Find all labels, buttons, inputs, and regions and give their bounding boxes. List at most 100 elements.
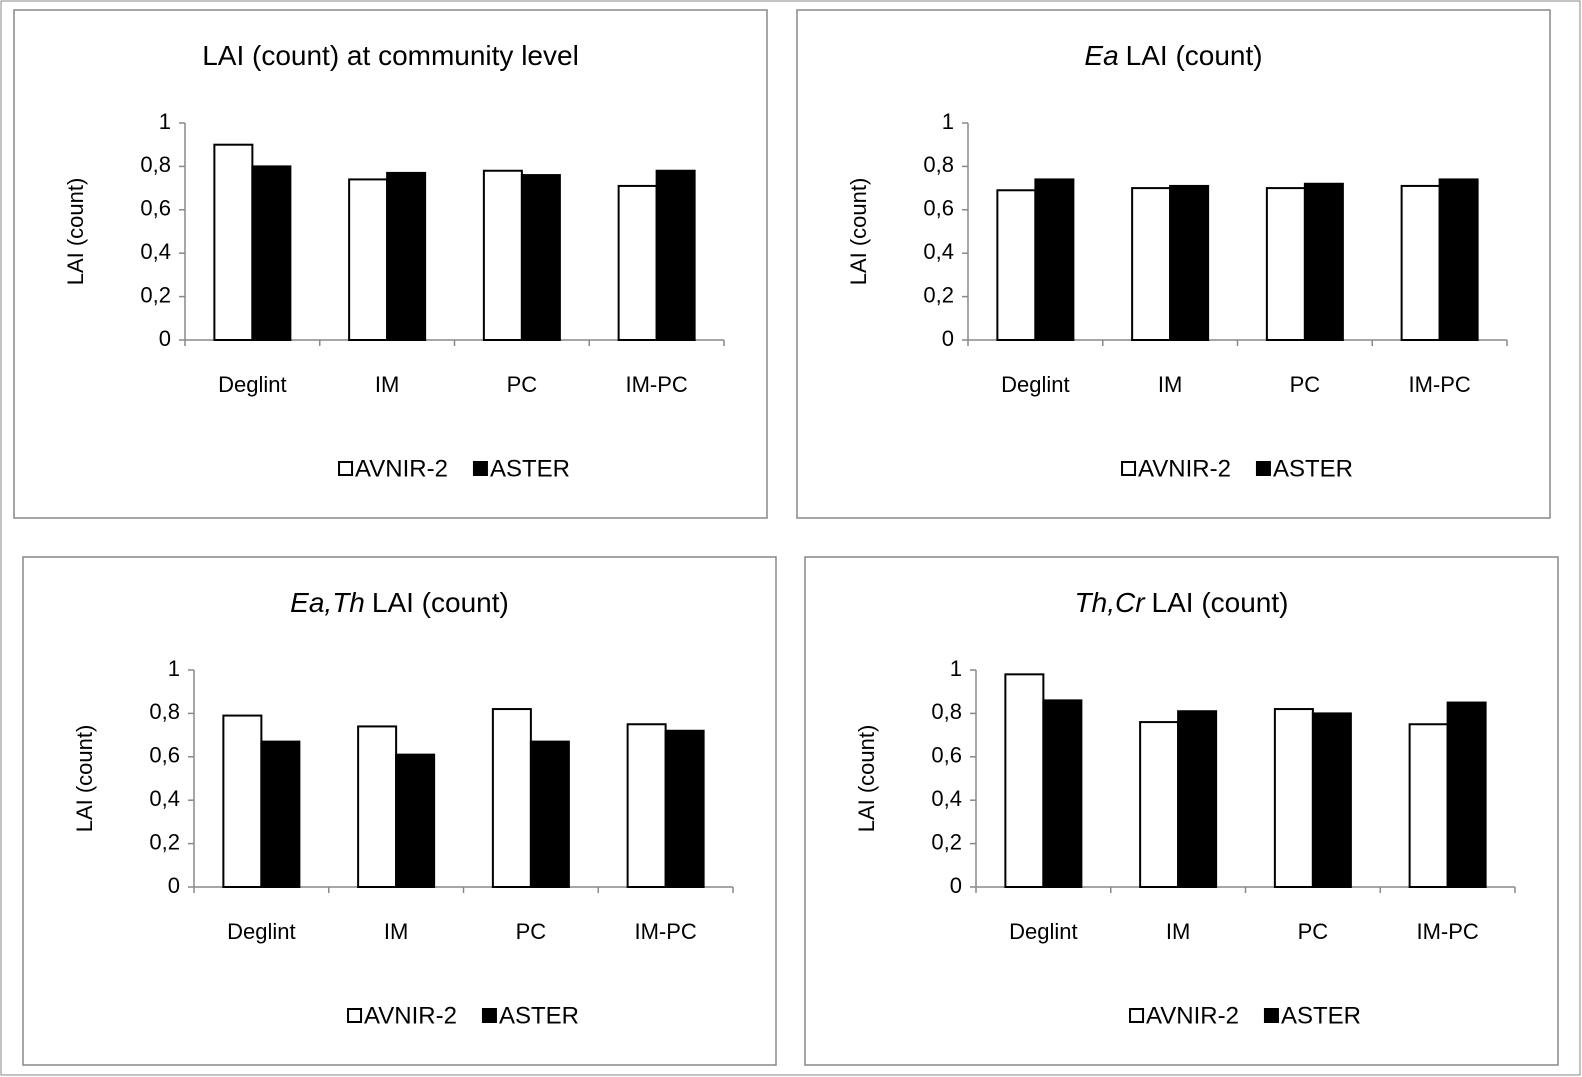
bar xyxy=(260,740,301,888)
y-tick-label: 0,8 xyxy=(931,699,962,724)
legend: AVNIR-2 ASTER xyxy=(1129,1002,1361,1029)
x-tick-label: Deglint xyxy=(218,372,286,397)
chart-title-italic: Th,Cr xyxy=(1075,587,1147,618)
chart-title-italic: Ea xyxy=(1084,40,1118,71)
chart-title-italic: Ea,Th xyxy=(290,587,365,618)
chart-title: Ea,Th LAI (count) xyxy=(290,587,509,618)
y-tick-label: 0,6 xyxy=(923,196,954,221)
x-tick-label: IM-PC xyxy=(1416,919,1478,944)
legend-label: ASTER xyxy=(490,455,570,482)
legend-swatch xyxy=(338,461,354,476)
bar xyxy=(1303,182,1344,341)
bar xyxy=(1034,178,1075,341)
y-tick-label: 0,8 xyxy=(140,152,171,177)
y-tick-label: 1 xyxy=(159,109,171,134)
y-tick-label: 0 xyxy=(942,326,954,351)
legend-label: AVNIR-2 xyxy=(1138,455,1231,482)
bar xyxy=(655,169,696,341)
y-tick-label: 0,8 xyxy=(923,152,954,177)
legend-swatch xyxy=(1129,1008,1145,1023)
bar xyxy=(1042,699,1083,888)
bar xyxy=(1408,723,1449,888)
chart-panel: LAI (count) at community level LAI (count… xyxy=(13,9,768,519)
bar xyxy=(386,171,427,341)
x-tick-label: PC xyxy=(1298,919,1329,944)
y-tick-label: 0,4 xyxy=(931,786,962,811)
bar xyxy=(348,178,389,341)
y-axis-label: LAI (count) xyxy=(846,178,871,286)
bar xyxy=(1004,673,1045,888)
y-axis-label: LAI (count) xyxy=(63,178,88,286)
legend-swatch xyxy=(481,1008,497,1023)
legend-label: AVNIR-2 xyxy=(1146,1002,1239,1029)
chart-title: Th,Cr LAI (count) xyxy=(1075,587,1289,618)
y-tick-label: 0,6 xyxy=(931,743,962,768)
x-tick-label: IM xyxy=(1158,372,1182,397)
bar xyxy=(222,714,263,888)
y-tick-label: 0,8 xyxy=(149,699,180,724)
chart-title-text: LAI (count) xyxy=(1152,587,1289,618)
legend: AVNIR-2 ASTER xyxy=(347,1002,579,1029)
bar xyxy=(617,184,658,341)
x-tick-label: IM-PC xyxy=(625,372,687,397)
y-tick-label: 0,4 xyxy=(140,239,171,264)
x-tick-label: IM xyxy=(1166,919,1190,944)
bar xyxy=(1265,187,1306,341)
chart-panel: Ea,Th LAI (count)LAI (count)00,20,40,60,8… xyxy=(22,556,777,1066)
x-tick-label: IM-PC xyxy=(634,919,696,944)
bar xyxy=(529,740,570,888)
chart-title-text: LAI (count) xyxy=(372,587,509,618)
bar xyxy=(482,169,523,341)
chart-panel: Ea LAI (count) LAI (count) 0 0,2 0,4 0,6 0,8 1 De… xyxy=(796,9,1551,519)
bar xyxy=(1273,708,1314,888)
y-tick-label: 0 xyxy=(950,873,962,898)
legend-label: AVNIR-2 xyxy=(355,455,448,482)
bar xyxy=(520,174,561,341)
legend-label: ASTER xyxy=(1281,1002,1361,1029)
y-tick-label: 0 xyxy=(159,326,171,351)
x-tick-label: Deglint xyxy=(1001,372,1069,397)
x-tick-label: Deglint xyxy=(227,919,295,944)
legend-swatch xyxy=(347,1008,363,1023)
y-tick-label: 0,2 xyxy=(140,282,171,307)
chart-panel: Th,Cr LAI (count)LAI (count) 0 0,2 0,4 0,6 0,8… xyxy=(804,556,1559,1066)
bar xyxy=(1177,710,1218,888)
bar xyxy=(996,189,1037,341)
chart-title: Ea LAI (count) xyxy=(1084,40,1262,71)
legend-label: AVNIR-2 xyxy=(364,1002,457,1029)
x-tick-label: PC xyxy=(1290,372,1321,397)
bar xyxy=(1438,178,1479,341)
bar xyxy=(213,143,254,341)
bar xyxy=(1311,712,1352,888)
legend: AVNIR-2 ASTER xyxy=(338,455,570,482)
y-tick-label: 0,4 xyxy=(149,786,180,811)
bar xyxy=(1169,184,1210,341)
x-tick-label: IM-PC xyxy=(1408,372,1470,397)
legend-label: ASTER xyxy=(1273,455,1353,482)
x-tick-label: IM xyxy=(384,919,408,944)
legend-swatch xyxy=(1121,461,1137,476)
y-axis-label: LAI (count) xyxy=(72,725,97,833)
y-tick-label: 0,2 xyxy=(923,282,954,307)
legend-label: ASTER xyxy=(499,1002,579,1029)
x-tick-label: PC xyxy=(516,919,547,944)
bar xyxy=(395,753,436,888)
bar xyxy=(1446,701,1487,888)
legend-swatch xyxy=(472,461,488,476)
x-tick-label: IM xyxy=(375,372,399,397)
x-tick-label: Deglint xyxy=(1009,919,1077,944)
y-tick-label: 1 xyxy=(950,656,962,681)
y-tick-label: 0,6 xyxy=(140,196,171,221)
legend-swatch xyxy=(1255,461,1271,476)
bar xyxy=(1139,721,1180,888)
y-tick-label: 0,2 xyxy=(931,829,962,854)
bar xyxy=(251,165,292,341)
legend: AVNIR-2 ASTER xyxy=(1121,455,1353,482)
y-tick-label: 0,6 xyxy=(149,743,180,768)
bar xyxy=(357,725,398,888)
bar xyxy=(626,723,667,888)
bar xyxy=(664,729,705,888)
